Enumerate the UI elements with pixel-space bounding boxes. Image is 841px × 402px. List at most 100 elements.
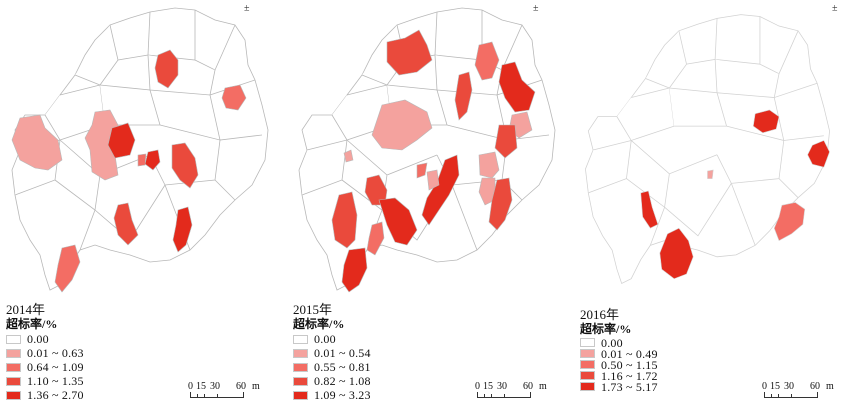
legend-item: 0.82 ~ 1.08 [293,374,371,388]
legend-swatch [580,338,595,347]
scale-graphic [190,392,244,398]
county-shaded [154,49,179,89]
county-shaded [171,142,199,189]
county-shaded [343,149,354,163]
legend-swatch [580,371,595,380]
legend-label: 0.01 ~ 0.54 [314,346,371,360]
legend-year: 2014年 [6,302,46,317]
legend-label: 1.36 ~ 2.70 [27,388,84,402]
county-shaded [659,227,694,280]
legend-swatch [293,390,308,400]
county-shaded [494,124,518,159]
county-shaded [11,114,63,171]
county-shaded [773,202,806,241]
choropleth-map-2016 [585,14,830,285]
scale-unit: m [826,381,834,392]
legend-2016: 2016年 超标率/% 0.00 0.01 ~ 0.49 0.50 ~ 1.15… [580,307,658,394]
county-shaded [113,202,139,246]
county-shaded [488,177,513,231]
choropleth-map-2014 [11,7,269,293]
north-arrow-icon: ± [832,3,838,14]
legend-swatch [6,362,21,372]
scale-tick: 60 [236,381,246,392]
legend-label: 0.01 ~ 0.49 [601,346,658,361]
scale-tick: 30 [210,381,220,392]
scale-tick: 0 [475,381,480,392]
legend-swatch [293,362,308,372]
legend-year: 2015年 [293,302,333,317]
legend-item: 0.64 ~ 1.09 [6,360,84,374]
county-shaded [221,84,247,111]
legend-item: 0.01 ~ 0.49 [580,346,658,361]
legend-2014: 2014年 超标率/% 0.00 0.01 ~ 0.63 0.64 ~ 1.09… [6,303,84,402]
county-shaded [84,109,119,181]
county-shaded [137,153,147,167]
legend-item: 1.16 ~ 1.72 [580,369,658,383]
north-arrow-icon: ± [244,3,250,14]
legend-label: 1.09 ~ 3.23 [314,388,371,402]
county-shaded [421,154,460,226]
choropleth-map-2015 [298,7,556,293]
scale-unit: m [539,381,547,392]
county-shaded [386,29,433,76]
legend-swatch [580,382,595,391]
legend-item: 0.01 ~ 0.63 [6,346,84,360]
legend-title: 超标率/% [580,322,632,336]
county-shaded [478,177,496,206]
county-shaded [707,169,714,179]
legend-swatch [6,390,21,400]
scale-tick: 60 [810,381,820,392]
county-shaded [640,190,659,229]
county-shaded [172,206,193,253]
legend-item: 1.09 ~ 3.23 [293,388,371,402]
legend-swatch [293,334,308,344]
legend-label: 0.64 ~ 1.09 [27,360,84,374]
legend-swatch [580,360,595,369]
county-shaded [331,191,358,249]
legend-title: 超标率/% [293,317,345,331]
legend-label: 0.82 ~ 1.08 [314,374,371,388]
county-shaded [107,122,136,159]
county-shaded [416,162,428,179]
legend-2015: 2015年 超标率/% 0.00 0.01 ~ 0.54 0.55 ~ 0.81… [293,303,371,402]
legend-year: 2016年 [580,307,620,322]
county-shaded [807,140,830,168]
county-shaded [341,247,368,293]
legend-label: 1.10 ~ 1.35 [27,374,84,388]
legend-item: 1.36 ~ 2.70 [6,388,84,402]
legend-swatch [580,349,595,358]
county-shaded [54,244,81,293]
scale-bar: 0 15 30 60 m [762,381,836,398]
county-shaded [478,151,500,179]
scale-tick: 15 [770,381,780,392]
legend-item: 1.10 ~ 1.35 [6,374,84,388]
legend-item: 0.01 ~ 0.54 [293,346,371,360]
county-shaded [366,221,385,256]
shaded-counties-2015 [331,29,536,293]
legend-item: 0.00 [580,335,658,350]
county-shaded [371,99,433,151]
legend-item: 0.55 ~ 0.81 [293,360,371,374]
legend-swatch [293,348,308,358]
legend-item: 0.50 ~ 1.15 [580,357,658,372]
scale-tick: 15 [196,381,206,392]
map-panel-2015: ± 2015年 超标率/% 0.00 0.01 ~ 0.54 0.55 ~ 0.… [287,0,567,402]
scale-unit: m [252,381,260,392]
legend-label: 0.00 [601,335,623,350]
county-shaded [498,61,536,113]
legend-label: 0.50 ~ 1.15 [601,357,658,372]
scale-graphic [764,392,818,398]
county-shaded [378,197,418,246]
legend-item: 0.00 [293,332,371,346]
scale-graphic [477,392,531,398]
scale-tick: 15 [483,381,493,392]
county-shaded [454,71,473,121]
scale-tick: 0 [762,381,767,392]
scale-tick: 30 [497,381,507,392]
shaded-counties-2016 [640,109,830,280]
legend-label: 0.55 ~ 0.81 [314,360,371,374]
scale-tick: 60 [523,381,533,392]
scale-bar: 0 15 30 60 m [188,381,262,398]
map-panel-2014: ± 2014年 超标率/% 0.00 0.01 ~ 0.63 0.64 ~ 1.… [0,0,280,402]
legend-item: 1.73 ~ 5.17 [580,380,658,394]
